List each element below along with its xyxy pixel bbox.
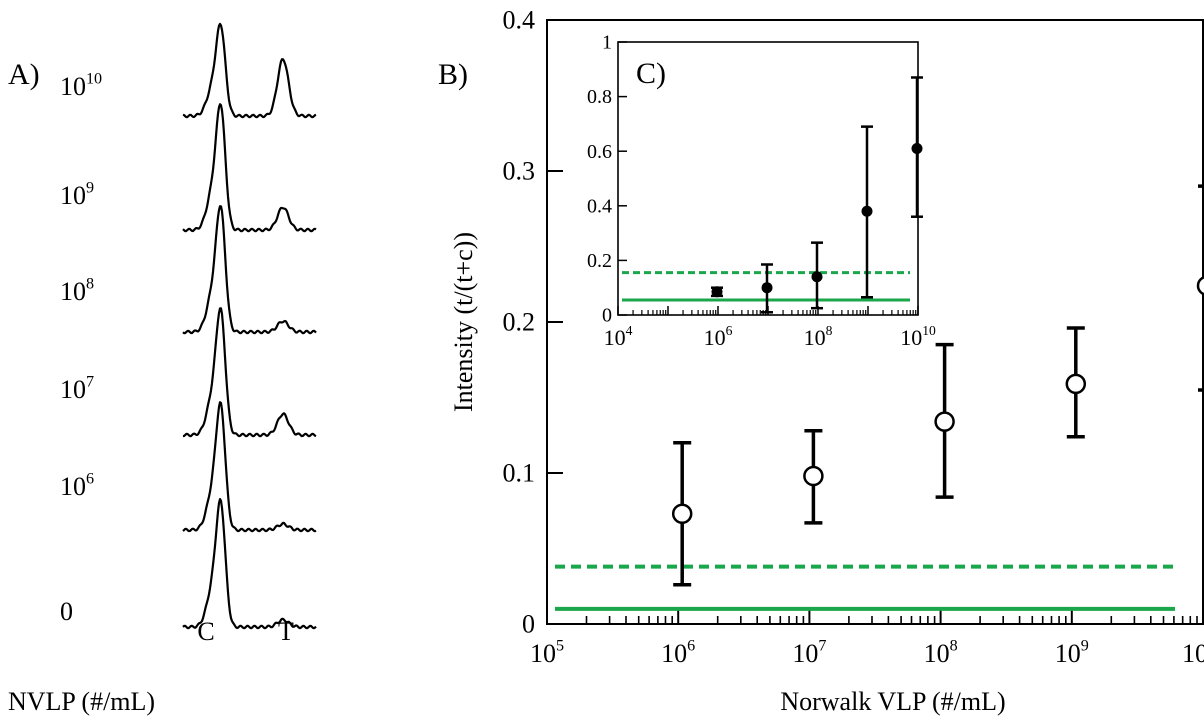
trace-line-4 <box>182 401 317 533</box>
c-x-tick-label-3-base: 10 <box>900 325 922 350</box>
c-x-tick-label-0-base: 10 <box>604 325 626 350</box>
b-x-tick-label-4-base: 10 <box>1055 639 1081 668</box>
c-x-tick-label-2-base: 10 <box>804 325 826 350</box>
b-x-tick-label-0-exponent: 5 <box>556 637 564 654</box>
b-frame <box>546 19 1204 625</box>
panel-b-xlabel: Norwalk VLP (#/mL) <box>780 687 1005 716</box>
panel-c-label: C) <box>636 57 666 90</box>
b-x-tick-label-3-exponent: 8 <box>950 637 958 654</box>
c-x-tick-label-1-exponent: 6 <box>726 323 733 338</box>
concentration-label-2: 108 <box>60 275 94 306</box>
concentration-label-3-base: 10 <box>60 375 86 404</box>
panel-b-ylabel: Intensity (t/(t+c)) <box>449 232 478 412</box>
b-y-tick-label-3: 0.3 <box>503 157 536 186</box>
concentration-label-3: 107 <box>60 373 94 404</box>
c-data-point-4 <box>911 142 923 154</box>
test-line-label: T <box>278 617 294 646</box>
c-y-tick-label-4: 0.8 <box>587 86 612 108</box>
concentration-label-2-base: 10 <box>60 277 86 306</box>
c-x-tick-label-2-exponent: 8 <box>826 323 833 338</box>
b-x-tick-label-1-exponent: 6 <box>687 637 695 654</box>
concentration-label-5: 0 <box>60 597 73 626</box>
panel-b-plot-area: 00.10.20.30.41051061071081091010 <box>503 6 1204 668</box>
concentration-label-1-base: 10 <box>60 181 86 210</box>
c-x-tick-label-1: 106 <box>704 323 733 350</box>
b-x-tick-label-5: 1010 <box>1182 637 1204 668</box>
concentration-label-0-exponent: 10 <box>86 70 102 87</box>
c-x-tick-label-3: 1010 <box>900 323 936 350</box>
c-x-tick-label-2: 108 <box>804 323 833 350</box>
b-x-tick-label-3-base: 10 <box>924 639 950 668</box>
panel-b-chart: B) Intensity (t/(t+c)) Norwalk VLP (#/mL… <box>438 6 1204 716</box>
b-y-tick-label-1: 0.1 <box>503 459 536 488</box>
concentration-label-3-exponent: 7 <box>86 373 94 390</box>
c-x-tick-label-0: 104 <box>604 323 633 350</box>
c-data-point-3 <box>861 205 873 217</box>
concentration-label-1: 109 <box>60 179 94 210</box>
c-x-tick-label-0-exponent: 4 <box>626 323 633 338</box>
b-x-tick-label-4-exponent: 9 <box>1081 637 1089 654</box>
b-y-tick-label-2: 0.2 <box>503 308 536 337</box>
panel-a-xlabel: NVLP (#/mL) <box>8 687 155 716</box>
b-data-point-1 <box>803 465 824 487</box>
concentration-label-4-base: 10 <box>60 472 86 501</box>
trace-line-3 <box>182 307 317 438</box>
c-x-tick-label-1-base: 10 <box>704 325 726 350</box>
b-x-tick-label-2: 107 <box>792 637 826 668</box>
concentration-label-0: 1010 <box>60 70 102 101</box>
b-y-tick-label-0: 0 <box>522 610 535 639</box>
c-y-tick-label-0: 0 <box>602 305 612 327</box>
c-data-point-1 <box>761 282 773 294</box>
control-line-label: C <box>197 617 214 646</box>
b-x-tick-label-1-base: 10 <box>661 639 687 668</box>
panel-a-label: A) <box>8 58 40 91</box>
b-y-tick-label-4: 0.4 <box>503 6 536 35</box>
panel-b-label: B) <box>438 58 468 91</box>
c-x-tick-label-3-exponent: 10 <box>922 323 936 338</box>
line-traces <box>182 22 317 630</box>
concentration-label-2-exponent: 8 <box>86 275 94 292</box>
c-data-point-0 <box>711 286 723 298</box>
trace-line-2 <box>182 205 317 335</box>
b-x-tick-label-2-base: 10 <box>792 639 818 668</box>
concentration-label-4-exponent: 6 <box>86 470 94 487</box>
b-x-tick-label-3: 108 <box>924 637 958 668</box>
concentration-label-4: 106 <box>60 470 94 501</box>
b-x-tick-label-5-base: 10 <box>1182 639 1204 668</box>
trace-line-1 <box>182 103 317 233</box>
concentration-label-5-base: 0 <box>60 597 73 626</box>
concentration-label-1-exponent: 9 <box>86 179 94 196</box>
c-y-tick-label-5: 1 <box>602 32 612 54</box>
b-x-tick-label-0: 105 <box>530 637 564 668</box>
b-x-tick-label-1: 106 <box>661 637 695 668</box>
b-data-point-3 <box>1065 373 1087 395</box>
b-data-point-0 <box>671 503 693 525</box>
trace-line-0 <box>182 22 317 119</box>
trace-line-5 <box>182 498 317 630</box>
c-y-tick-label-3: 0.6 <box>587 141 612 163</box>
c-y-tick-label-2: 0.4 <box>587 195 612 217</box>
b-x-tick-label-4: 109 <box>1055 637 1089 668</box>
b-data-point-4 <box>1196 275 1204 296</box>
c-y-tick-label-1: 0.2 <box>587 250 612 272</box>
b-x-tick-label-0-base: 10 <box>530 639 556 668</box>
c-data-point-2 <box>811 271 823 283</box>
concentration-label-0-base: 10 <box>60 72 86 101</box>
b-x-tick-label-2-exponent: 7 <box>818 637 826 654</box>
b-data-point-2 <box>934 411 955 432</box>
